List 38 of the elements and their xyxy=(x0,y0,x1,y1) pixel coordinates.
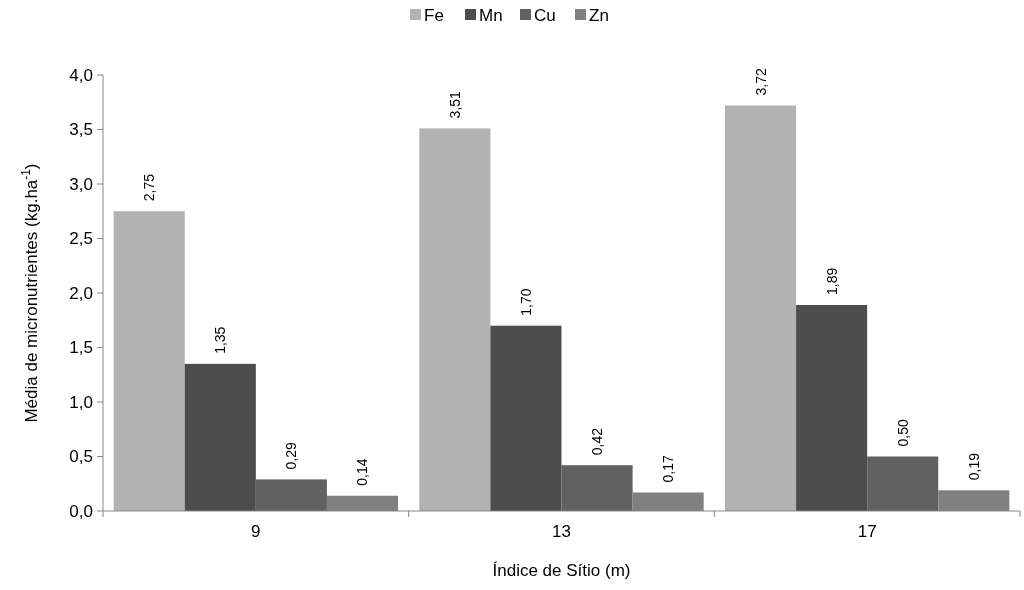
data-label: 0,50 xyxy=(894,419,911,447)
x-axis-title: Índice de Sítio (m) xyxy=(492,561,631,580)
legend-label: Fe xyxy=(424,5,444,25)
y-tick-label: 2,5 xyxy=(69,229,93,249)
y-tick-label: 2,0 xyxy=(69,283,93,303)
bar xyxy=(490,325,562,511)
y-tick-label: 3,0 xyxy=(69,174,93,194)
data-label: 1,89 xyxy=(823,267,840,295)
bar xyxy=(419,128,491,511)
data-label: 2,75 xyxy=(141,173,158,202)
data-label: 0,19 xyxy=(965,452,982,481)
data-label: 3,72 xyxy=(752,68,769,96)
bar xyxy=(725,105,797,511)
data-label: 0,42 xyxy=(589,427,606,456)
x-tick-label: 13 xyxy=(552,522,571,541)
bar xyxy=(184,363,256,511)
data-label: 1,70 xyxy=(517,288,534,316)
y-tick-label: 0,5 xyxy=(69,447,93,467)
data-label: 0,17 xyxy=(660,455,677,483)
data-label: 0,14 xyxy=(354,458,371,486)
y-tick-label: 4,0 xyxy=(69,65,93,85)
legend-label: Zn xyxy=(589,5,609,25)
bar xyxy=(255,479,327,511)
y-tick-label: 1,5 xyxy=(69,338,93,358)
bar xyxy=(113,211,185,511)
bar xyxy=(561,465,633,511)
x-tick-label: 9 xyxy=(251,522,261,541)
data-label: 1,35 xyxy=(212,326,229,354)
y-tick-label: 1,0 xyxy=(69,392,93,412)
y-tick-label: 0,0 xyxy=(69,501,93,521)
bar xyxy=(796,304,868,511)
data-label: 0,29 xyxy=(283,441,300,470)
bar xyxy=(867,456,939,511)
legend-label: Cu xyxy=(534,5,556,25)
data-label: 3,51 xyxy=(446,90,463,119)
y-tick-label: 3,5 xyxy=(69,120,93,140)
legend-label: Mn xyxy=(479,5,503,25)
x-tick-label: 17 xyxy=(857,522,877,541)
